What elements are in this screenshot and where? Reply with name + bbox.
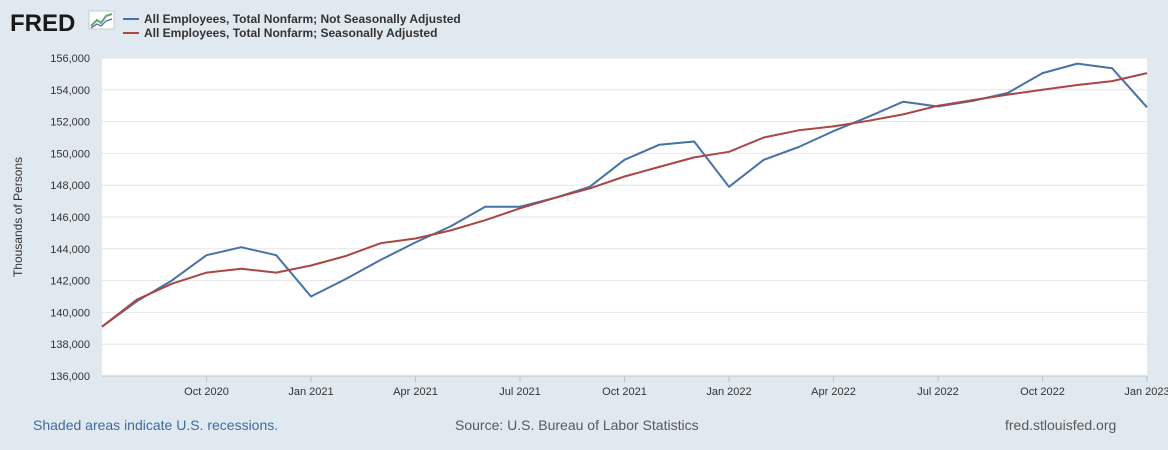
x-tick-label: Jul 2022 bbox=[917, 386, 959, 398]
x-tick-label: Jan 2023 bbox=[1124, 386, 1168, 398]
y-tick-label: 152,000 bbox=[50, 117, 90, 129]
x-tick-label: Oct 2022 bbox=[1020, 386, 1065, 398]
fred-logo[interactable]: FRED bbox=[10, 10, 115, 37]
y-tick-label: 146,000 bbox=[50, 212, 90, 224]
recession-note: Shaded areas indicate U.S. recessions. bbox=[33, 417, 279, 433]
y-tick-label: 138,000 bbox=[50, 339, 90, 351]
y-tick-label: 140,000 bbox=[50, 307, 90, 319]
x-tick-label: Apr 2022 bbox=[811, 386, 856, 398]
series-lines bbox=[101, 62, 1148, 328]
chart-area: FRED All Employees, Total Nonfarm; Not S… bbox=[10, 10, 1168, 398]
x-tick-label: Jul 2021 bbox=[499, 386, 541, 398]
x-tick-label: Oct 2021 bbox=[602, 386, 647, 398]
y-axis-ticks: 136,000 138,000 140,000 142,000 144,000 146,0… bbox=[50, 53, 90, 383]
y-tick-label: 156,000 bbox=[50, 53, 90, 65]
source-note: Source: U.S. Bureau of Labor Statistics bbox=[455, 417, 699, 433]
x-tick-label: Jan 2021 bbox=[288, 386, 333, 398]
legend-label: All Employees, Total Nonfarm; Not Season… bbox=[144, 12, 461, 26]
y-tick-label: 154,000 bbox=[50, 85, 90, 97]
y-axis-label: Thousands of Persons bbox=[11, 157, 25, 277]
legend-label: All Employees, Total Nonfarm; Seasonally… bbox=[144, 26, 437, 40]
x-tick-label: Apr 2021 bbox=[393, 386, 438, 398]
x-tick-label: Jan 2022 bbox=[706, 386, 751, 398]
gridlines bbox=[102, 57, 1147, 377]
x-tick-label: Oct 2020 bbox=[184, 386, 229, 398]
y-tick-label: 136,000 bbox=[50, 371, 90, 383]
y-tick-label: 148,000 bbox=[50, 180, 90, 192]
y-tick-label: 142,000 bbox=[50, 276, 90, 288]
fred-logo-text: FRED bbox=[10, 10, 75, 37]
legend: All Employees, Total Nonfarm; Not Season… bbox=[123, 12, 461, 40]
x-axis-ticks: Oct 2020 Jan 2021 Apr 2021 Jul 2021 Oct 2021… bbox=[102, 375, 1168, 398]
y-tick-label: 144,000 bbox=[50, 244, 90, 256]
site-url-link[interactable]: fred.stlouisfed.org bbox=[1005, 417, 1117, 433]
series-line-sa bbox=[101, 72, 1148, 328]
fred-logo-chart-icon bbox=[88, 10, 115, 30]
y-tick-label: 150,000 bbox=[50, 148, 90, 160]
